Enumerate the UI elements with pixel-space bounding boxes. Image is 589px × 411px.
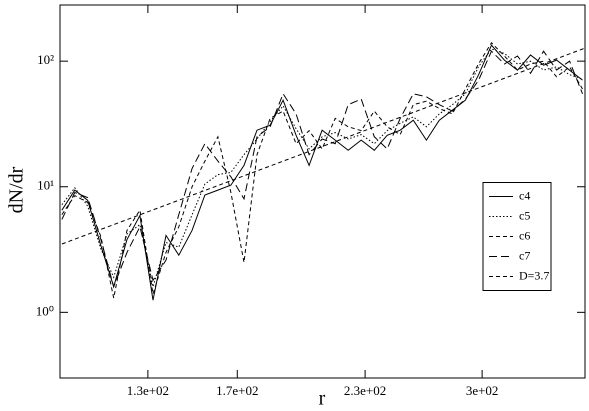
- legend-label: c6: [519, 228, 530, 242]
- x-tick-label: 1.3e+02: [127, 383, 169, 398]
- series-line: [61, 41, 583, 299]
- y-tick-label: 10¹: [37, 178, 54, 193]
- y-tick-label: 10⁰: [36, 303, 54, 318]
- y-axis-label: dN/dr: [6, 166, 28, 213]
- legend-label: c7: [519, 248, 530, 262]
- legend-label: D=3.7: [519, 268, 549, 282]
- series-line: [61, 47, 586, 245]
- series-line: [61, 48, 583, 287]
- legend-label: c5: [519, 208, 530, 222]
- x-tick-label: 2.3e+02: [344, 383, 386, 398]
- y-tick-label: 10²: [37, 52, 54, 67]
- x-axis-label: r: [319, 388, 326, 410]
- plot-frame: [59, 4, 586, 379]
- series-line: [61, 50, 583, 289]
- legend-box: [482, 182, 552, 291]
- x-tick-label: 1.7e+02: [216, 383, 258, 398]
- legend-label: c4: [519, 188, 530, 202]
- x-tick-label: 3e+02: [466, 383, 499, 398]
